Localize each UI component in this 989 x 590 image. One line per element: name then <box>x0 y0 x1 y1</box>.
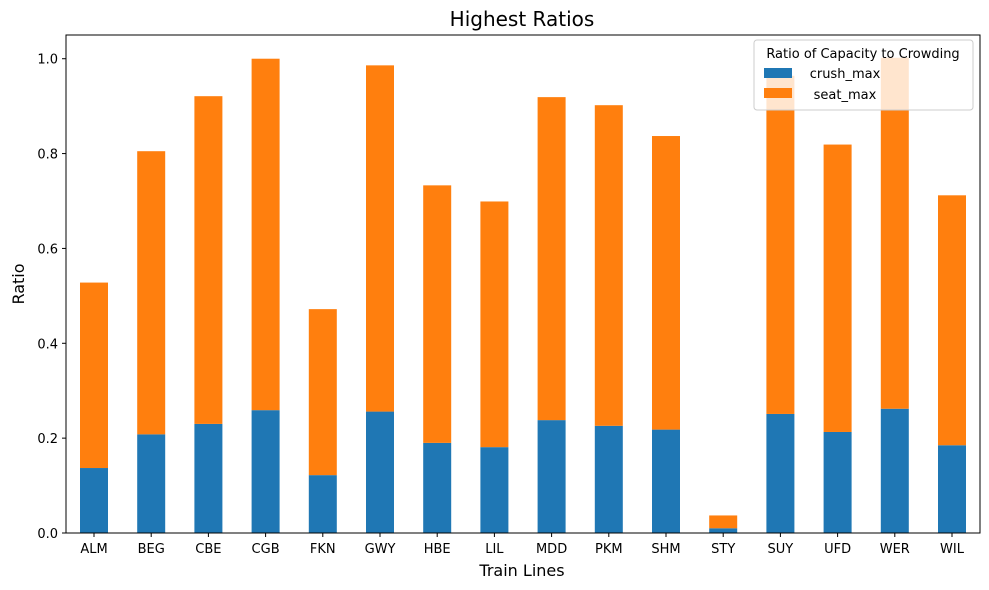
bar-cbe-crush-max <box>194 423 223 533</box>
legend: Ratio of Capacity to Crowding crush_max … <box>753 39 974 111</box>
y-tick-label: 0.2 <box>37 432 58 447</box>
legend-swatch-seat-max <box>764 88 792 98</box>
x-tick-label-ufd: UFD <box>824 542 851 557</box>
y-tick-label: 1.0 <box>37 53 58 68</box>
bar-wer-seat-max <box>880 57 909 409</box>
bar-cbe-seat-max <box>194 96 223 424</box>
x-tick-label-mdd: MDD <box>536 542 567 557</box>
bar-alm-seat-max <box>80 282 108 469</box>
legend-swatch-crush-max <box>764 68 792 78</box>
bar-lil-seat-max <box>480 201 509 448</box>
bar-pkm-seat-max <box>594 105 623 426</box>
bar-cgb-crush-max <box>251 410 280 533</box>
bar-hbe-seat-max <box>423 185 452 443</box>
x-tick-label-pkm: PKM <box>595 542 623 557</box>
bars-group <box>80 57 966 533</box>
y-axis-ticks: 0.0 0.2 0.4 0.6 0.8 1.0 <box>37 53 66 542</box>
y-tick-label: 0.6 <box>37 242 58 257</box>
y-tick-label: 0.4 <box>37 337 58 352</box>
bar-ufd-seat-max <box>823 144 852 432</box>
x-tick-label-sty: STY <box>711 542 735 557</box>
x-tick-label-suy: SUY <box>768 542 794 557</box>
bar-pkm-crush-max <box>594 425 623 533</box>
bar-sty-seat-max <box>709 515 738 529</box>
y-tick-label: 0.0 <box>37 527 58 542</box>
bar-ufd-crush-max <box>823 431 852 533</box>
x-tick-label-alm: ALM <box>80 542 107 557</box>
x-tick-label-wil: WIL <box>940 542 965 557</box>
legend-label-crush-max: crush_max <box>810 67 881 82</box>
x-tick-label-fkn: FKN <box>310 542 336 557</box>
bar-mdd-seat-max <box>537 97 566 421</box>
legend-label-seat-max: seat_max <box>814 88 877 103</box>
x-tick-label-cgb: CGB <box>252 542 280 557</box>
y-tick-label: 0.8 <box>37 148 58 163</box>
x-tick-label-wer: WER <box>880 542 910 557</box>
x-tick-label-hbe: HBE <box>424 542 451 557</box>
x-tick-label-lil: LIL <box>485 542 504 557</box>
bar-fkn-seat-max <box>308 309 337 476</box>
bar-gwy-crush-max <box>366 411 394 533</box>
bar-cgb-seat-max <box>251 58 280 411</box>
bar-wer-crush-max <box>880 408 909 533</box>
legend-title: Ratio of Capacity to Crowding <box>766 47 959 62</box>
bar-lil-crush-max <box>480 447 509 533</box>
bar-shm-seat-max <box>652 136 680 430</box>
plot-frame <box>65 34 981 534</box>
bar-beg-crush-max <box>137 434 166 533</box>
x-tick-label-gwy: GWY <box>365 542 396 557</box>
bar-hbe-crush-max <box>423 442 452 533</box>
chart-title: Highest Ratios <box>450 7 595 31</box>
x-tick-label-cbe: CBE <box>195 542 221 557</box>
y-axis-title: Ratio <box>9 263 28 304</box>
legend-box <box>753 39 974 111</box>
bar-alm-crush-max <box>80 468 108 533</box>
bar-gwy-seat-max <box>366 65 394 412</box>
bar-sty-crush-max <box>709 528 738 533</box>
x-axis-ticks: ALM BEG CBE CGB FKN GWY HBE LIL MDD PKM SHM STY SUY U… <box>80 533 965 557</box>
bar-suy-crush-max <box>766 413 795 533</box>
x-tick-label-beg: BEG <box>138 542 165 557</box>
x-tick-label-shm: SHM <box>651 542 680 557</box>
bar-mdd-crush-max <box>537 420 566 533</box>
bar-beg-seat-max <box>137 151 166 435</box>
bar-wil-crush-max <box>938 445 966 533</box>
x-axis-title: Train Lines <box>478 561 564 580</box>
bar-wil-seat-max <box>938 195 966 446</box>
bar-suy-seat-max <box>766 75 795 414</box>
bar-fkn-crush-max <box>308 475 337 533</box>
bar-shm-crush-max <box>652 429 680 533</box>
